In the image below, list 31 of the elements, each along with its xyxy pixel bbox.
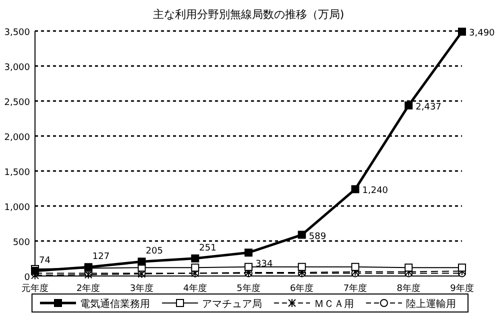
data-label: 1,240 <box>362 186 388 196</box>
x-tick-label: 7年度 <box>343 283 368 294</box>
y-tick-label: 500 <box>12 238 30 248</box>
y-tick-label: 1,500 <box>4 168 30 178</box>
data-label: 205 <box>146 246 163 257</box>
y-tick-label: 0 <box>24 273 30 283</box>
data-label: 74 <box>39 256 51 266</box>
y-tick-label: 2,000 <box>4 133 30 143</box>
data-label: 3,490 <box>469 28 496 39</box>
legend-label: 電気通信業務用 <box>80 298 150 310</box>
data-label: 127 <box>92 252 110 262</box>
data-label: 589 <box>308 232 326 242</box>
x-tick-label: 9年度 <box>450 283 474 294</box>
x-tick-label: 3年度 <box>130 283 154 294</box>
chart-title: 主な利用分野別無線局数の推移（万局) <box>152 8 344 21</box>
x-tick-label: 8年度 <box>396 283 420 294</box>
legend-label: ＭＣＡ用 <box>314 299 354 310</box>
y-tick-label: 3,000 <box>4 63 30 73</box>
y-tick-label: 3,500 <box>4 28 30 38</box>
x-tick-label: 6年度 <box>290 283 314 294</box>
y-tick-label: 2,500 <box>4 98 30 108</box>
legend-label: アマチュア局 <box>202 299 262 310</box>
y-tick-label: 1,000 <box>4 203 30 213</box>
data-label: 334 <box>256 260 273 270</box>
x-tick-label: 元年度 <box>22 283 48 294</box>
legend-label: 陸上運輸用 <box>406 298 456 310</box>
data-label: 2,437 <box>416 102 442 112</box>
x-tick-label: 2年度 <box>76 283 100 294</box>
x-tick-label: 5年度 <box>236 283 260 294</box>
data-label: 251 <box>199 243 216 254</box>
x-tick-label: 4年度 <box>183 283 207 294</box>
